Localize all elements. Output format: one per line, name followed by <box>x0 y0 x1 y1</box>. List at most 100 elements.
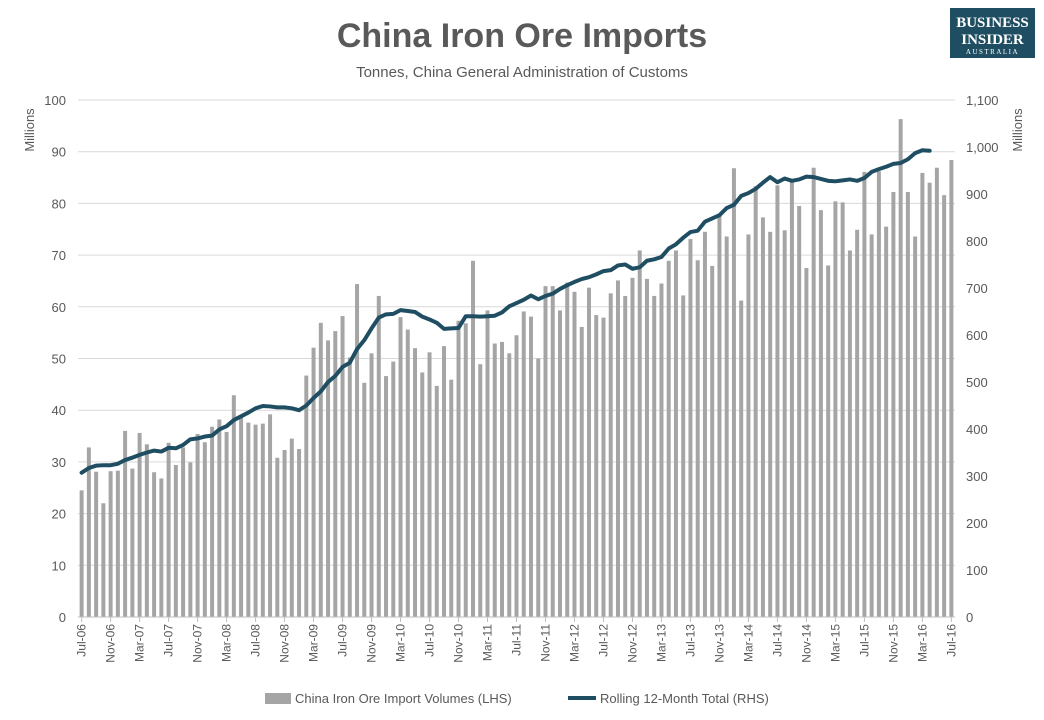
bar <box>739 300 744 617</box>
x-axis-tick-label: Nov-14 <box>799 624 813 663</box>
x-axis-tick-label: Mar-13 <box>654 624 668 662</box>
bar <box>231 395 236 617</box>
bar <box>420 372 425 617</box>
bar <box>318 322 323 617</box>
bar <box>934 167 939 618</box>
chart-subtitle: Tonnes, China General Administration of … <box>356 64 688 81</box>
bar <box>876 171 881 617</box>
bar <box>333 331 338 617</box>
bar <box>413 348 418 617</box>
logo-background <box>950 8 1035 58</box>
x-axis-tick-label: Jul-13 <box>683 624 697 657</box>
bar <box>239 416 244 617</box>
left-axis-tick-label: 0 <box>59 610 66 625</box>
x-axis-tick-label: Mar-15 <box>828 624 842 662</box>
bar <box>362 382 367 617</box>
bar <box>942 195 947 618</box>
bar <box>768 231 773 617</box>
bar <box>891 192 896 617</box>
bar <box>471 260 476 617</box>
x-axis-tick-label: Jul-06 <box>75 624 89 657</box>
bar <box>369 353 374 617</box>
bar <box>326 340 331 617</box>
bar <box>478 364 483 617</box>
bar <box>884 226 889 618</box>
right-axis-tick-label: 100 <box>966 563 988 578</box>
x-axis-tick-label: Jul-12 <box>596 624 610 657</box>
bar <box>529 316 533 617</box>
bar <box>101 503 106 617</box>
x-axis-tick-label: Nov-15 <box>886 624 900 663</box>
x-axis-tick-label: Jul-09 <box>336 624 350 657</box>
bar <box>898 119 903 617</box>
bar <box>384 376 389 617</box>
bar <box>355 284 360 617</box>
bar <box>797 205 802 618</box>
bar <box>311 347 316 617</box>
right-axis-tick-label: 500 <box>966 375 988 390</box>
bar <box>463 323 468 617</box>
bar <box>789 179 794 618</box>
bar <box>905 192 910 617</box>
bar <box>275 457 280 617</box>
bar <box>260 423 265 617</box>
bar <box>304 375 309 617</box>
axes: 0 10 20 30 40 50 60 70 80 90 100 0 100 200 300 400 500 60… <box>44 93 998 663</box>
bar <box>673 250 678 617</box>
bar <box>405 329 410 617</box>
bar <box>927 182 932 617</box>
bar <box>855 229 860 617</box>
bar <box>123 430 128 617</box>
bar <box>862 171 867 617</box>
left-axis-tick-label: 10 <box>52 558 66 573</box>
bar <box>514 335 519 617</box>
left-axis-unit: Millions <box>22 108 37 152</box>
x-axis-tick-label: Jul-07 <box>162 624 176 657</box>
right-axis-tick-label: 800 <box>966 234 988 249</box>
x-axis-tick-label: Mar-11 <box>481 624 495 661</box>
bar <box>659 283 664 617</box>
bar <box>920 172 925 617</box>
x-axis-tick-label: Mar-10 <box>394 624 408 662</box>
bar <box>949 159 954 618</box>
bar <box>79 490 84 617</box>
bar <box>340 316 345 617</box>
bar <box>449 379 454 617</box>
bar <box>152 472 157 617</box>
logo-line-1: BUSINESS <box>956 15 1029 31</box>
bar <box>818 210 823 617</box>
bar <box>630 277 635 617</box>
bar <box>840 202 845 617</box>
bar <box>833 201 838 617</box>
bar <box>804 268 809 617</box>
bar <box>637 250 642 617</box>
bar <box>565 282 570 617</box>
brand-logo: BUSINESS INSIDER AUSTRALIA <box>950 8 1035 58</box>
legend: China Iron Ore Import Volumes (LHS) Roll… <box>265 691 769 706</box>
bar <box>579 326 584 617</box>
bar <box>644 278 649 617</box>
x-axis-tick-label: Mar-07 <box>133 624 147 662</box>
bar <box>224 431 229 617</box>
legend-line-label: Rolling 12-Month Total (RHS) <box>600 691 769 706</box>
bar <box>246 422 251 617</box>
bar <box>586 287 591 617</box>
bar <box>775 185 780 617</box>
x-axis-tick-label: Jul-15 <box>857 624 871 657</box>
left-axis-tick-label: 20 <box>52 507 66 522</box>
bar <box>543 286 548 617</box>
right-axis-tick-label: 1,000 <box>966 140 999 155</box>
bar <box>159 478 164 617</box>
bar <box>195 433 200 617</box>
bar <box>753 186 758 618</box>
bar <box>731 168 736 617</box>
x-axis-tick-label: Mar-16 <box>915 624 929 662</box>
x-axis-tick-label: Nov-09 <box>365 624 379 663</box>
right-axis-tick-label: 1,100 <box>966 93 999 108</box>
bar <box>268 414 273 617</box>
bar <box>398 317 403 617</box>
bar <box>608 293 613 617</box>
chart-title: China Iron Ore Imports <box>337 17 707 55</box>
bar <box>507 353 512 617</box>
